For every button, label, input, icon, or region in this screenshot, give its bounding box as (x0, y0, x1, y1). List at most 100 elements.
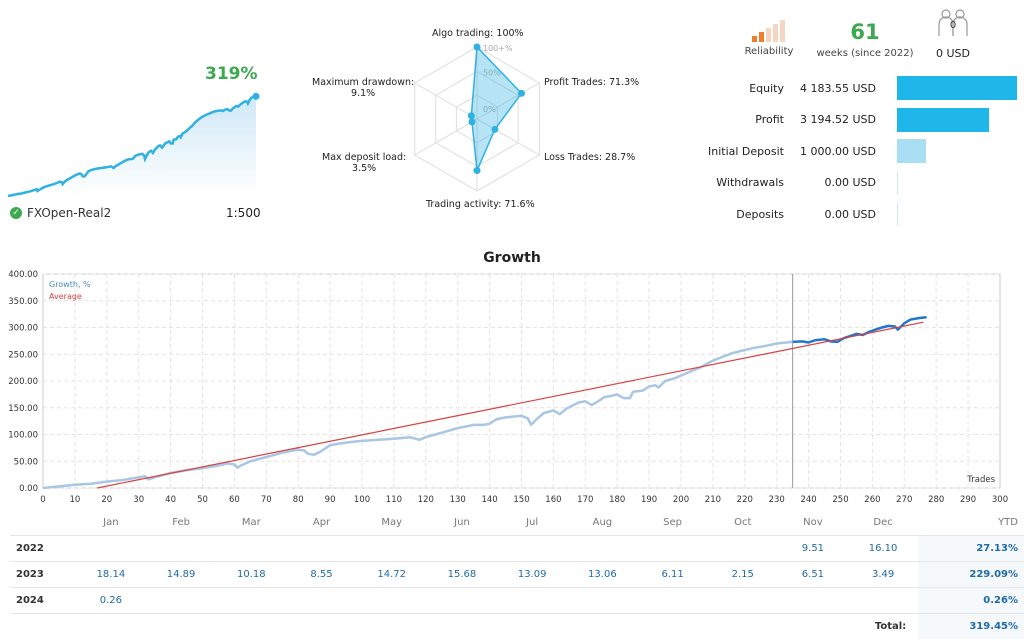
x-tick-label: 20 (101, 495, 112, 505)
month-value-cell (146, 588, 216, 614)
x-tick-label: 0 (40, 495, 45, 505)
radar-chart: 100+%50%0% (300, 22, 660, 222)
growth-chart-title: Growth (0, 250, 1024, 266)
month-value-cell[interactable]: 13.06 (567, 562, 637, 588)
leverage: 1:500 (226, 206, 261, 220)
y-tick-label: 350.00 (8, 297, 38, 307)
reliability-block[interactable]: Reliability (742, 20, 796, 57)
month-value-cell (708, 588, 778, 614)
financial-value: 4 183.55 USD (784, 82, 876, 95)
ytd-cell: 0.26% (918, 588, 1024, 614)
month-value-cell[interactable]: 15.68 (427, 562, 497, 588)
subscribers-funds: 0 USD (925, 47, 981, 60)
x-tick-label: 190 (641, 495, 657, 505)
svg-text:0: 0 (950, 20, 956, 31)
mini-chart-endpoint (253, 93, 260, 100)
account-link[interactable]: ✓ FXOpen-Real2 (10, 206, 111, 220)
month-header: Jul (497, 510, 567, 536)
radar-label-drawdown: Maximum drawdown: 9.1% (312, 77, 414, 99)
year-cell: 2023 (10, 562, 76, 588)
x-tick-label: 230 (769, 495, 785, 505)
radar-ring-label: 100+% (483, 44, 513, 53)
x-tick-label: 270 (896, 495, 912, 505)
x-tick-label: 180 (609, 495, 625, 505)
month-value-cell[interactable]: 18.14 (76, 562, 146, 588)
reliability-label: Reliability (742, 46, 796, 57)
radar-point-algo (474, 44, 481, 51)
radar-point-drawdown (468, 112, 475, 119)
total-row: Total:319.45% (10, 614, 1024, 639)
month-header: May (357, 510, 427, 536)
month-value-cell (216, 588, 286, 614)
month-value-cell (286, 536, 356, 562)
month-value-cell (497, 536, 567, 562)
month-value-cell[interactable]: 16.10 (848, 536, 918, 562)
x-tick-label: 300 (992, 495, 1008, 505)
month-value-cell[interactable]: 13.09 (497, 562, 567, 588)
radar-label-loss: Loss Trades: 28.7% (544, 152, 635, 163)
subscribers-block[interactable]: 0 0 USD (925, 8, 981, 60)
x-tick-label: 170 (577, 495, 593, 505)
x-axis-label: Trades (966, 475, 995, 485)
ytd-header: YTD (918, 510, 1024, 536)
x-tick-label: 50 (197, 495, 208, 505)
financial-label: Profit (700, 113, 784, 126)
month-header: Mar (216, 510, 286, 536)
month-value-cell[interactable]: 14.89 (146, 562, 216, 588)
total-value: 319.45% (918, 614, 1024, 639)
month-value-cell[interactable]: 10.18 (216, 562, 286, 588)
y-tick-label: 150.00 (8, 404, 38, 414)
financial-value: 0.00 USD (784, 208, 876, 221)
financial-value: 3 194.52 USD (784, 113, 876, 126)
month-value-cell (497, 588, 567, 614)
month-value-cell[interactable]: 6.51 (778, 562, 848, 588)
growth-chart[interactable]: 0.0050.00100.00150.00200.00250.00300.003… (0, 268, 1024, 506)
x-tick-label: 80 (293, 495, 304, 505)
x-tick-label: 160 (545, 495, 561, 505)
year-cell: 2024 (10, 588, 76, 614)
month-header: Jun (427, 510, 497, 536)
financial-bar (897, 202, 898, 226)
x-tick-label: 210 (705, 495, 721, 505)
y-tick-label: 300.00 (8, 324, 38, 334)
month-value-cell[interactable]: 14.72 (357, 562, 427, 588)
subscribers-icon: 0 (935, 8, 971, 42)
x-tick-label: 60 (229, 495, 240, 505)
month-value-cell (567, 536, 637, 562)
legend-average: Average (49, 292, 82, 301)
month-header: Nov (778, 510, 848, 536)
month-value-cell[interactable]: 6.11 (637, 562, 707, 588)
month-value-cell (567, 588, 637, 614)
x-tick-label: 100 (354, 495, 370, 505)
y-tick-label: 100.00 (8, 431, 38, 441)
radar-point-profit (518, 90, 525, 97)
x-tick-label: 130 (450, 495, 466, 505)
radar-label-activity: Trading activity: 71.6% (426, 199, 535, 210)
month-value-cell[interactable]: 2.15 (708, 562, 778, 588)
header-corner (10, 510, 76, 536)
month-value-cell (286, 588, 356, 614)
x-tick-label: 200 (673, 495, 689, 505)
y-tick-label: 0.00 (19, 484, 38, 494)
month-value-cell (357, 588, 427, 614)
month-header: Jan (76, 510, 146, 536)
month-header: Sep (637, 510, 707, 536)
financial-label: Withdrawals (700, 176, 784, 189)
x-tick-label: 10 (69, 495, 80, 505)
month-value-cell[interactable]: 0.26 (76, 588, 146, 614)
month-value-cell[interactable]: 9.51 (778, 536, 848, 562)
month-value-cell (427, 588, 497, 614)
legend-growth: Growth, % (49, 280, 91, 289)
month-value-cell[interactable]: 8.55 (286, 562, 356, 588)
month-value-cell[interactable]: 3.49 (848, 562, 918, 588)
month-header: Aug (567, 510, 637, 536)
x-tick-label: 290 (960, 495, 976, 505)
radar-area (471, 47, 521, 171)
financial-bar (897, 139, 926, 163)
